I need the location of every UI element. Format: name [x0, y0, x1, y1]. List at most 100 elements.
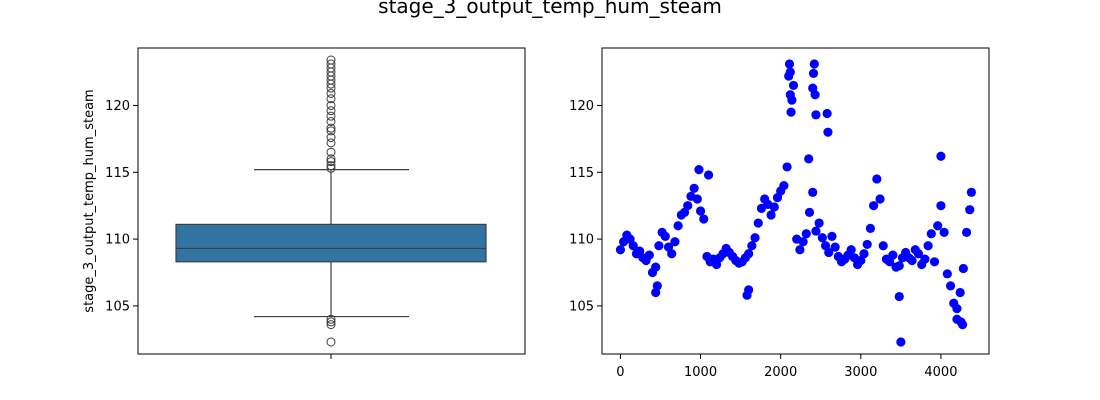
scatter-point [779, 181, 789, 191]
scatter-point [942, 269, 952, 279]
scatter-point [750, 233, 760, 243]
scatter-point [875, 194, 885, 204]
scatter-point [795, 245, 805, 255]
box-plot-y-label: stage_3_output_temp_hum_steam [82, 89, 97, 312]
box-plot-axes: 105 110 115 120 stage_3_output_temp_hum_ste… [82, 47, 526, 359]
box-plot-outlier [326, 106, 336, 116]
scatter-point [865, 223, 876, 233]
scatter-plot-frame [601, 47, 990, 355]
scatter-point [747, 241, 757, 251]
box-plot-outlier [326, 100, 336, 110]
box-plot-outlier [326, 123, 336, 133]
scatter-point [822, 108, 832, 119]
box-plot-outlier [326, 317, 336, 327]
box-plot-outlier [326, 320, 336, 330]
scatter-point [827, 231, 837, 242]
scatter-point [936, 151, 946, 161]
scatter-point [823, 127, 833, 137]
scatter-point [811, 226, 821, 236]
box-plot-y-tick-label: 115 [105, 166, 130, 181]
box-plot-outlier [326, 161, 336, 171]
scatter-point [862, 239, 872, 250]
scatter-point [694, 164, 704, 175]
scatter-point [894, 291, 904, 302]
scatter-point [769, 202, 779, 212]
scatter-point [965, 205, 975, 215]
box-plot-outlier [326, 116, 336, 126]
scatter-x-tick-label: 0 [616, 365, 624, 380]
scatter-point [787, 95, 797, 105]
scatter-point [660, 231, 670, 242]
scatter-point [798, 237, 808, 247]
scatter-point [703, 170, 714, 180]
scatter-x-tick-label: 3000 [844, 365, 877, 380]
scatter-point [945, 281, 956, 291]
box-plot-outlier [326, 138, 336, 148]
scatter-point [859, 249, 869, 259]
scatter-point [958, 263, 968, 274]
scatter-point [654, 241, 664, 251]
scatter-point [824, 247, 834, 258]
scatter-plot-axes: 105 110 115 120 0 1000 2000 3000 4000 [569, 47, 990, 380]
box-plot-marks [175, 55, 487, 347]
scatter-point [673, 221, 683, 231]
scatter-point [689, 183, 699, 193]
scatter-point [804, 154, 814, 164]
scatter-point [920, 254, 930, 264]
box-plot-outlier [326, 133, 336, 143]
box-plot-outlier [326, 147, 336, 157]
scatter-point [907, 255, 917, 266]
scatter-point [817, 233, 827, 243]
box-plot-box [175, 223, 487, 263]
scatter-point [695, 206, 706, 216]
scatter-point [785, 67, 795, 77]
scatter-point [744, 285, 754, 295]
scatter-point [683, 201, 693, 211]
scatter-point [811, 110, 821, 120]
scatter-x-tick-label: 2000 [764, 365, 797, 380]
scatter-point [809, 59, 819, 69]
scatter-plot-y-ticks: 105 110 115 120 [569, 99, 602, 314]
box-plot-outlier [326, 55, 336, 65]
scatter-point [926, 229, 936, 239]
box-plot-outlier [326, 59, 336, 69]
scatter-point [939, 227, 949, 238]
box-plot-outlier [326, 88, 336, 98]
scatter-point [846, 245, 856, 255]
scatter-y-tick-label: 110 [569, 233, 594, 248]
scatter-point [615, 245, 626, 255]
scatter-point [786, 107, 796, 117]
scatter-point [744, 249, 754, 259]
scatter-point [692, 194, 702, 204]
scatter-point [929, 257, 940, 267]
box-plot-outlier [326, 126, 336, 136]
scatter-point [652, 281, 662, 291]
scatter-point [810, 90, 820, 100]
scatter-point [667, 249, 677, 259]
box-plot-outlier [326, 154, 336, 164]
scatter-point [644, 250, 654, 260]
scatter-point [830, 242, 840, 252]
scatter-point [869, 201, 879, 211]
scatter-point [955, 287, 965, 298]
scatter-point [936, 201, 946, 211]
scatter-point [699, 214, 709, 224]
scatter-point [966, 187, 976, 197]
scatter-point [628, 241, 638, 251]
scatter-point [670, 237, 680, 247]
scatter-plot-points [615, 59, 976, 347]
scatter-point [888, 250, 898, 260]
box-plot-outlier [326, 314, 336, 324]
scatter-y-tick-label: 115 [569, 166, 594, 181]
scatter-point [782, 162, 792, 172]
box-plot-y-tick-label: 120 [105, 99, 130, 114]
scatter-point [957, 320, 968, 330]
scatter-point [788, 80, 799, 91]
box-plot-y-ticks: 105 110 115 120 [105, 99, 138, 314]
box-plot-outlier [326, 111, 336, 121]
scatter-x-tick-label: 1000 [684, 365, 717, 380]
scatter-point [878, 241, 888, 251]
scatter-y-tick-label: 105 [569, 299, 594, 314]
scatter-plot-x-ticks: 0 1000 2000 3000 4000 [616, 354, 957, 380]
